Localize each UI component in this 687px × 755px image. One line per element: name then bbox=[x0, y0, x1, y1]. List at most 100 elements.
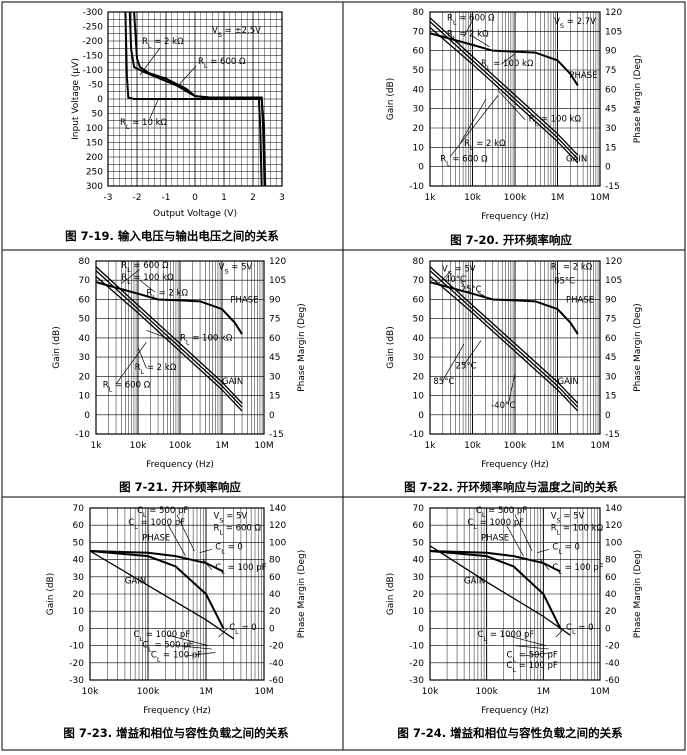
y2-axis-label: Phase Margin (Deg) bbox=[297, 303, 307, 392]
y2-tick-label: 120 bbox=[605, 521, 622, 531]
annotation: RL = 100 kΩ bbox=[551, 523, 604, 536]
data-line-3 bbox=[429, 32, 579, 87]
y2-axis-label: Phase Margin (Deg) bbox=[297, 550, 307, 639]
x-axis-label: Frequency (Hz) bbox=[143, 706, 211, 716]
annotation: PHASE bbox=[481, 534, 509, 544]
annotation: GAIN bbox=[464, 577, 485, 587]
x-tick-label: 100k bbox=[137, 687, 160, 697]
y2-tick-label: 105 bbox=[269, 276, 286, 286]
annotation: CL = 1000 pF bbox=[478, 630, 535, 643]
x-tick-label: -1 bbox=[162, 193, 171, 203]
y-tick-label: 70 bbox=[73, 504, 85, 514]
leader-line bbox=[507, 373, 516, 405]
annotation: CL = 100 pF bbox=[507, 661, 558, 674]
annotation: PHASE bbox=[230, 296, 258, 306]
y2-tick-label: 0 bbox=[605, 624, 611, 634]
leader-line bbox=[501, 53, 516, 65]
y2-tick-label: 105 bbox=[605, 27, 622, 37]
annotation: RL = 2 kΩ bbox=[135, 363, 177, 376]
y-tick-label: 60 bbox=[413, 295, 425, 305]
x-tick-label: 10k bbox=[464, 193, 481, 203]
y-tick-label: 80 bbox=[413, 8, 425, 18]
y2-tick-label: 45 bbox=[605, 105, 616, 115]
y2-tick-label: 0 bbox=[605, 411, 611, 421]
y2-tick-label: 75 bbox=[605, 315, 616, 325]
annotation: PHASE bbox=[569, 71, 597, 81]
y2-tick-label: 80 bbox=[605, 556, 617, 566]
leader-line bbox=[477, 291, 490, 300]
data-line-3 bbox=[95, 281, 243, 335]
y2-tick-label: 105 bbox=[605, 276, 622, 286]
figure-caption: 图 7-19. 输入电压与输出电压之间的关系 bbox=[65, 229, 279, 243]
annotation: RL = 100 kΩ bbox=[529, 115, 582, 128]
data-line-0 bbox=[89, 550, 235, 640]
leader-line bbox=[537, 548, 550, 554]
y-tick-label: 150 bbox=[86, 139, 103, 149]
y2-tick-label: 40 bbox=[269, 590, 281, 600]
plot-frame bbox=[107, 11, 283, 187]
leader-line bbox=[167, 525, 187, 557]
annotation: RL = 10 kΩ bbox=[120, 118, 167, 131]
y-tick-label: 40 bbox=[413, 85, 425, 95]
annotation: CL = 100 pF bbox=[215, 563, 266, 576]
x-tick-label: 2 bbox=[250, 193, 256, 203]
data-line-2 bbox=[89, 550, 225, 629]
y2-tick-label: -60 bbox=[269, 676, 284, 686]
y2-tick-label: 80 bbox=[269, 556, 281, 566]
annotation: PHASE bbox=[566, 296, 594, 306]
y2-tick-label: 75 bbox=[605, 66, 616, 76]
annotation: RL = 100 kΩ bbox=[121, 273, 174, 286]
data-line-2 bbox=[429, 275, 579, 412]
y-tick-label: 50 bbox=[413, 315, 425, 325]
leader-line bbox=[146, 329, 174, 341]
y-tick-label: -250 bbox=[83, 23, 104, 33]
data-line-2 bbox=[133, 11, 263, 187]
annotation: RL = 600 Ω bbox=[440, 155, 488, 168]
y-tick-label: 200 bbox=[86, 153, 103, 163]
y-tick-label: -10 bbox=[409, 182, 424, 192]
leader-line bbox=[514, 645, 550, 650]
x-tick-label: 1k bbox=[91, 441, 103, 451]
data-line-1 bbox=[128, 11, 266, 187]
x-tick-label: 1k bbox=[425, 441, 437, 451]
y-tick-label: -300 bbox=[83, 8, 104, 18]
annotation: VS = 5V bbox=[442, 264, 476, 277]
y-tick-label: 10 bbox=[79, 392, 91, 402]
y-tick-label: 30 bbox=[413, 573, 425, 583]
plot-frame bbox=[429, 11, 601, 187]
y-tick-label: 50 bbox=[413, 538, 425, 548]
y2-tick-label: -40 bbox=[269, 659, 284, 669]
annotation: RL = 600 Ω bbox=[447, 14, 495, 27]
leader-line bbox=[514, 514, 533, 552]
leader-line bbox=[523, 652, 553, 657]
x-tick-label: 10M bbox=[590, 441, 609, 451]
annotation: CL = 1000 pF bbox=[134, 630, 191, 643]
figure-caption: 图 7-20. 开环频率响应 bbox=[450, 233, 572, 247]
x-tick-label: -2 bbox=[133, 193, 142, 203]
leader-line bbox=[450, 95, 499, 157]
y-tick-label: 40 bbox=[413, 334, 425, 344]
x-tick-label: 10k bbox=[422, 687, 439, 697]
leader-line bbox=[218, 628, 228, 638]
x-tick-label: 1M bbox=[215, 441, 229, 451]
data-line-0 bbox=[429, 545, 571, 636]
annotation: CL = 500 pF bbox=[507, 651, 558, 664]
y2-tick-label: 120 bbox=[605, 8, 622, 18]
annotation: CL = 1000 pF bbox=[467, 518, 524, 531]
leader-line bbox=[168, 634, 209, 646]
leader-line bbox=[441, 343, 465, 383]
y2-tick-label: 60 bbox=[605, 573, 617, 583]
leader-line bbox=[463, 20, 473, 37]
data-line-1 bbox=[429, 550, 561, 573]
x-tick-label: 100k bbox=[475, 687, 498, 697]
leader-line bbox=[115, 342, 147, 385]
y2-tick-label: 100 bbox=[605, 538, 622, 548]
y2-tick-label: 90 bbox=[605, 47, 617, 57]
leader-line bbox=[202, 559, 213, 571]
data-line-0 bbox=[95, 266, 243, 404]
leader-line bbox=[540, 559, 550, 571]
y-tick-label: 0 bbox=[418, 163, 424, 173]
y-tick-label: 0 bbox=[84, 411, 90, 421]
annotation: RL = 2 kΩ bbox=[551, 263, 593, 276]
y2-tick-label: -20 bbox=[605, 642, 620, 652]
